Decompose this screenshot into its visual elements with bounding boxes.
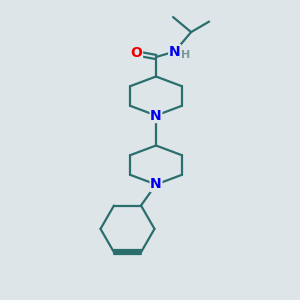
Text: N: N [169, 45, 180, 58]
Text: H: H [182, 50, 190, 60]
Text: N: N [150, 178, 162, 191]
Text: N: N [150, 109, 162, 122]
Text: O: O [130, 46, 142, 60]
